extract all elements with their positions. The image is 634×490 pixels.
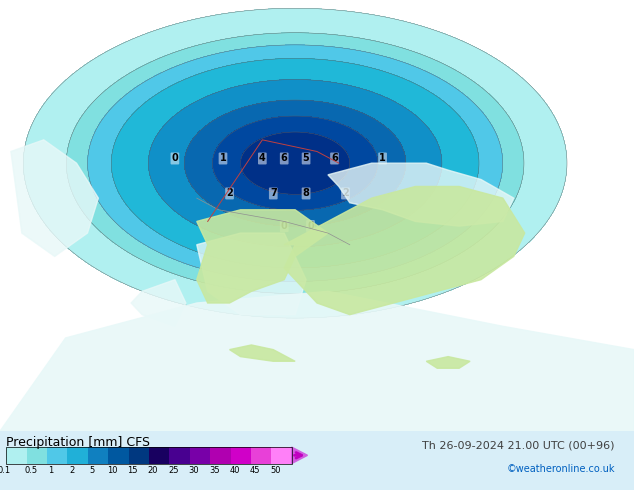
Bar [169,447,190,464]
Text: 0: 0 [281,221,288,231]
Text: 40: 40 [230,466,240,475]
Bar [27,447,47,464]
Bar [88,447,108,464]
Text: 6: 6 [281,153,288,164]
Text: ©weatheronline.co.uk: ©weatheronline.co.uk [507,464,615,473]
Polygon shape [230,345,295,361]
Text: Th 26-09-2024 21.00 UTC (00+96): Th 26-09-2024 21.00 UTC (00+96) [422,440,615,450]
Text: 2: 2 [226,189,233,198]
Text: 5: 5 [89,466,94,475]
Text: 35: 35 [209,466,219,475]
Polygon shape [197,210,328,303]
Bar [67,447,88,464]
Polygon shape [0,292,634,431]
Polygon shape [131,280,186,326]
Text: 5: 5 [302,153,309,164]
Text: 8: 8 [302,189,309,198]
Text: 45: 45 [250,466,260,475]
Text: 10: 10 [107,466,117,475]
Text: 1: 1 [49,466,54,475]
Text: 1: 1 [219,153,226,164]
Polygon shape [328,163,514,226]
Bar [108,447,129,464]
Bar [210,447,231,464]
Text: 4: 4 [259,153,266,164]
Polygon shape [197,233,306,315]
Polygon shape [426,357,470,368]
Text: 30: 30 [188,466,199,475]
Text: 0.1: 0.1 [0,466,11,475]
Text: 1: 1 [379,153,386,164]
Text: 50: 50 [270,466,281,475]
Text: 2: 2 [342,189,349,198]
Text: 0: 0 [307,221,314,231]
Bar [271,447,292,464]
Bar [149,447,169,464]
Text: 6: 6 [331,153,338,164]
Text: 0.5: 0.5 [24,466,37,475]
Bar [251,447,271,464]
Text: 0: 0 [172,153,178,164]
Text: 20: 20 [148,466,158,475]
Text: 15: 15 [127,466,138,475]
Bar [190,447,210,464]
Bar [231,447,251,464]
Text: Precipitation [mm] CFS: Precipitation [mm] CFS [6,436,150,449]
Polygon shape [292,447,307,464]
Bar [47,447,67,464]
Polygon shape [284,187,525,315]
Text: 25: 25 [168,466,179,475]
Text: 7: 7 [270,189,276,198]
Text: 2: 2 [69,466,74,475]
Polygon shape [11,140,98,256]
Bar [6,447,27,464]
Bar [129,447,149,464]
